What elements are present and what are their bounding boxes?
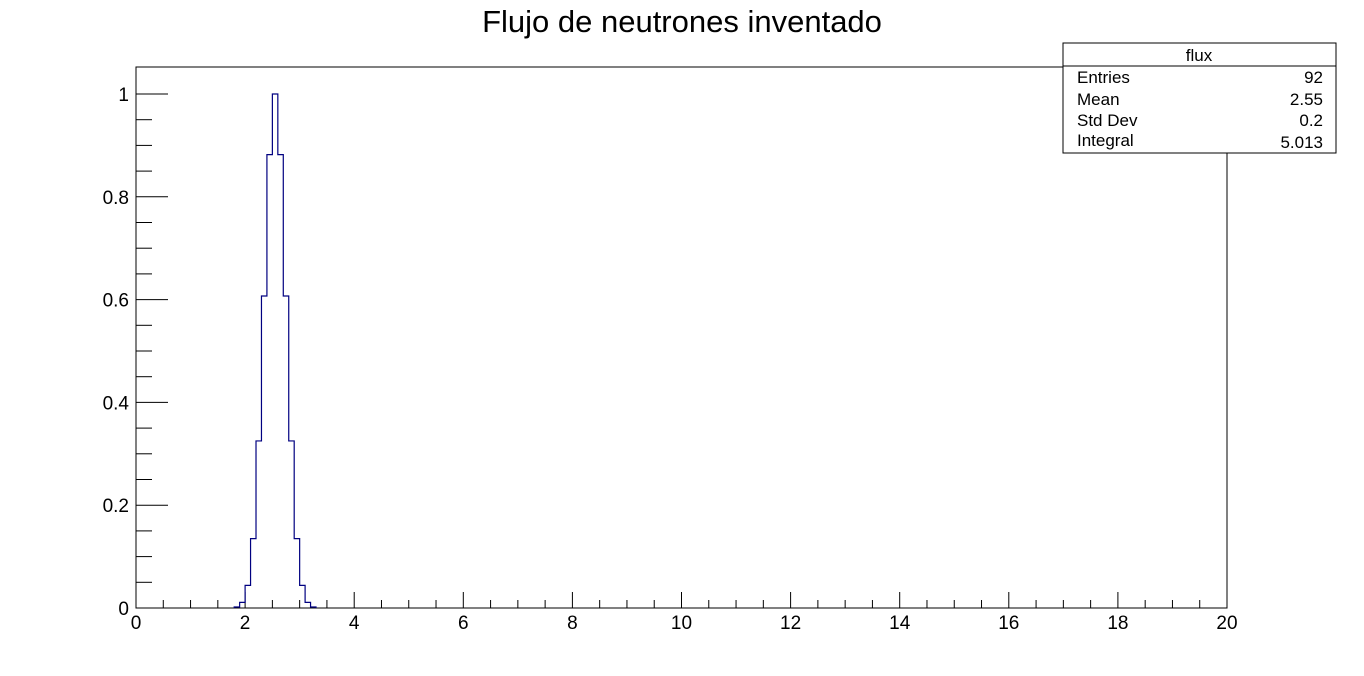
histogram-bin xyxy=(245,585,250,608)
histogram-bin xyxy=(272,94,277,608)
histogram-bin xyxy=(289,441,294,608)
histogram-bin xyxy=(305,602,310,608)
x-tick-label: 0 xyxy=(131,613,142,634)
x-tick-label: 10 xyxy=(671,613,692,634)
x-tick-label: 8 xyxy=(567,613,578,634)
histogram-bins xyxy=(234,94,316,608)
stats-label-integral: Integral xyxy=(1077,131,1134,150)
histogram-bin xyxy=(267,155,272,608)
x-axis: 0 2 4 6 8 10 12 14 16 18 20 xyxy=(131,592,1238,634)
x-tick-label: 12 xyxy=(780,613,801,634)
x-tick-label: 6 xyxy=(458,613,469,634)
histogram-bin xyxy=(240,602,245,608)
chart-title: Flujo de neutrones inventado xyxy=(482,4,882,39)
stats-label-entries: Entries xyxy=(1077,68,1130,87)
histogram-bin xyxy=(256,441,261,608)
histogram-bin xyxy=(251,539,256,608)
y-tick-label: 0 xyxy=(118,599,129,620)
x-tick-label: 20 xyxy=(1216,613,1237,634)
stats-value-std-dev: 0.2 xyxy=(1299,111,1323,130)
x-tick-label: 4 xyxy=(349,613,360,634)
y-tick-label: 0.8 xyxy=(103,188,129,209)
y-tick-label: 0.6 xyxy=(103,291,129,312)
histogram-bin xyxy=(278,155,283,608)
x-tick-label: 14 xyxy=(889,613,911,634)
y-axis: 0 0.2 0.4 0.6 0.8 1 xyxy=(103,85,168,620)
stats-box-frame xyxy=(1062,42,1337,154)
histogram-series-line xyxy=(233,93,317,608)
stats-value-integral: 5.013 xyxy=(1280,133,1323,152)
stats-label-std-dev: Std Dev xyxy=(1077,111,1138,130)
histogram-bin xyxy=(294,539,299,608)
stats-value-mean: 2.55 xyxy=(1290,90,1323,109)
x-tick-label: 2 xyxy=(240,613,251,634)
stats-box: flux Entries 92 Mean 2.55 Std Dev 0.2 In… xyxy=(1062,42,1337,154)
stats-value-entries: 92 xyxy=(1304,68,1323,87)
stats-label-mean: Mean xyxy=(1077,90,1120,109)
stats-box-title: flux xyxy=(1186,46,1213,65)
histogram-bin xyxy=(300,585,305,608)
histogram-bin xyxy=(261,296,266,608)
x-tick-label: 18 xyxy=(1107,613,1128,634)
y-tick-label: 0.4 xyxy=(103,393,130,414)
x-tick-label: 16 xyxy=(998,613,1019,634)
y-tick-label: 0.2 xyxy=(103,496,129,517)
histogram-bin xyxy=(283,296,288,608)
y-tick-label: 1 xyxy=(118,85,129,106)
